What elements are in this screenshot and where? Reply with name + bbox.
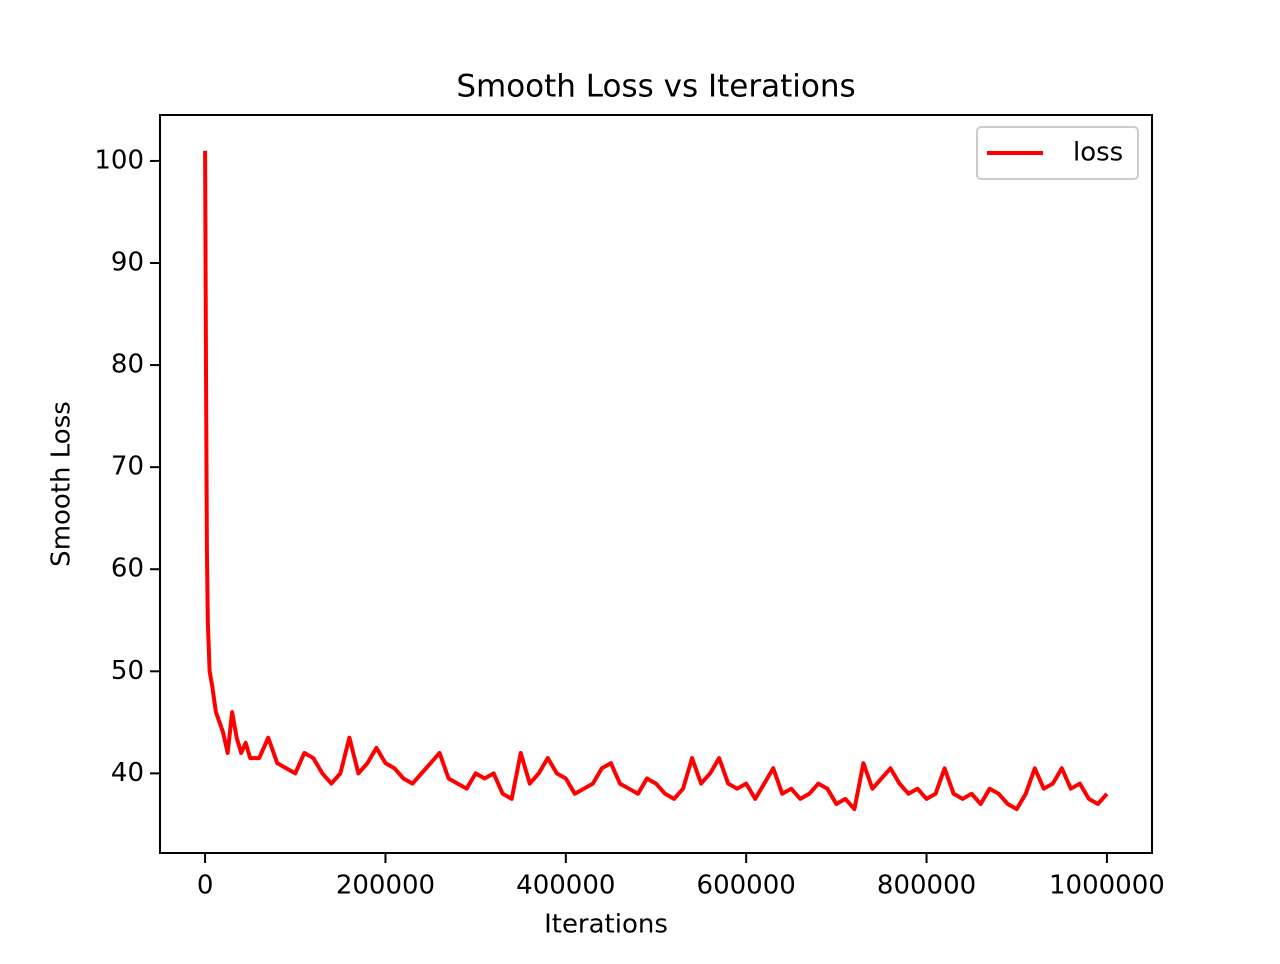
legend-label: loss [1073,138,1123,168]
legend-box [976,126,1139,180]
y-axis-label: Smooth Loss [47,401,77,567]
y-tick-label: 90 [111,248,144,278]
y-tick-label: 40 [111,758,144,788]
y-tick-label: 50 [111,656,144,686]
y-tick-label: 100 [94,145,144,175]
line-series [203,150,1109,812]
x-tick-label: 800000 [877,871,976,901]
plot-frame [159,114,1153,854]
y-tick-label: 80 [111,350,144,380]
x-tick-label: 600000 [697,871,796,901]
x-axis-label: Iterations [544,910,668,940]
x-tick-label: 1000000 [1049,871,1165,901]
x-tick-label: 200000 [336,871,435,901]
chart-title: Smooth Loss vs Iterations [456,69,855,105]
y-tick-label: 60 [111,554,144,584]
x-tick-label: 400000 [516,871,615,901]
x-tick-label: 0 [197,871,214,901]
y-tick-label: 70 [111,452,144,482]
